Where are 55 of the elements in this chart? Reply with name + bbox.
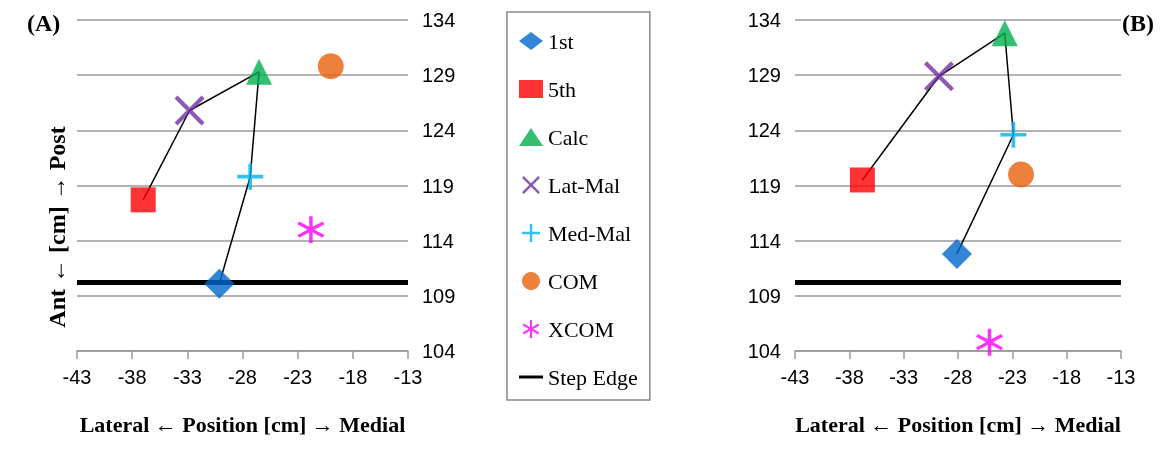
x-tick-label: -23: [997, 366, 1027, 388]
legend-label: XCOM: [548, 316, 615, 342]
y-tick-label: 109: [422, 284, 456, 307]
x-tick-label: -13: [1106, 366, 1136, 388]
legend-label: 5th: [548, 76, 577, 102]
y-tick-label: 129: [422, 64, 456, 87]
point: [246, 58, 273, 85]
x-tick-label: -28: [943, 366, 973, 388]
y-tick-label: 109: [747, 284, 781, 307]
y-tick-label: 124: [422, 119, 456, 142]
y-tick-label: 119: [749, 174, 781, 197]
y-tick-label: 134: [747, 9, 781, 31]
y-tick-label: 134: [422, 9, 456, 31]
legend-label: COM: [548, 268, 599, 294]
chart-title: (A): [27, 10, 61, 36]
legend-label: Med-Mal: [548, 220, 632, 246]
point: [297, 216, 325, 244]
point: [976, 328, 1004, 356]
x-tick-label: -33: [889, 366, 919, 388]
y-tick-label: 124: [747, 119, 781, 142]
point: [204, 268, 235, 299]
x-tick-label: -18: [1052, 366, 1082, 388]
point: [1008, 161, 1035, 188]
x-tick-label: -33: [172, 366, 202, 388]
y-tick-label: 104: [747, 340, 781, 362]
point: [923, 61, 954, 92]
x-tick-label: -43: [780, 366, 810, 388]
y-tick-label: 129: [747, 64, 781, 87]
point: [1000, 121, 1027, 148]
x-tick-label: -23: [283, 366, 313, 388]
y-tick-label: 114: [749, 229, 781, 252]
point: [130, 187, 156, 213]
y-tick-label: 104: [422, 340, 456, 362]
legend-label: 1st: [548, 28, 574, 54]
x-tick-label: -18: [338, 366, 368, 388]
x-tick-label: -13: [393, 366, 423, 388]
legend-label: Step Edge: [548, 364, 638, 390]
x-tick-label: -43: [62, 366, 92, 388]
legend-label: Lat-Mal: [548, 172, 621, 198]
point: [237, 163, 264, 190]
y-tick-label: 114: [422, 229, 454, 252]
x-axis-title: Lateral ← Position [cm] → Medial: [795, 411, 1121, 437]
point: [991, 20, 1018, 47]
x-tick-label: -38: [834, 366, 864, 388]
point: [174, 95, 205, 126]
point: [849, 167, 875, 193]
chart-title: (B): [1122, 10, 1155, 36]
point: [941, 238, 972, 269]
y-tick-label: 119: [422, 174, 454, 197]
point: [317, 53, 344, 80]
x-axis-title: Lateral ← Position [cm] → Medial: [79, 411, 406, 437]
legend-label: Calc: [548, 124, 589, 150]
y-axis-title: Ant ← [cm] → Post: [44, 126, 70, 328]
x-tick-label: -28: [228, 366, 257, 388]
x-tick-label: -38: [117, 366, 147, 388]
